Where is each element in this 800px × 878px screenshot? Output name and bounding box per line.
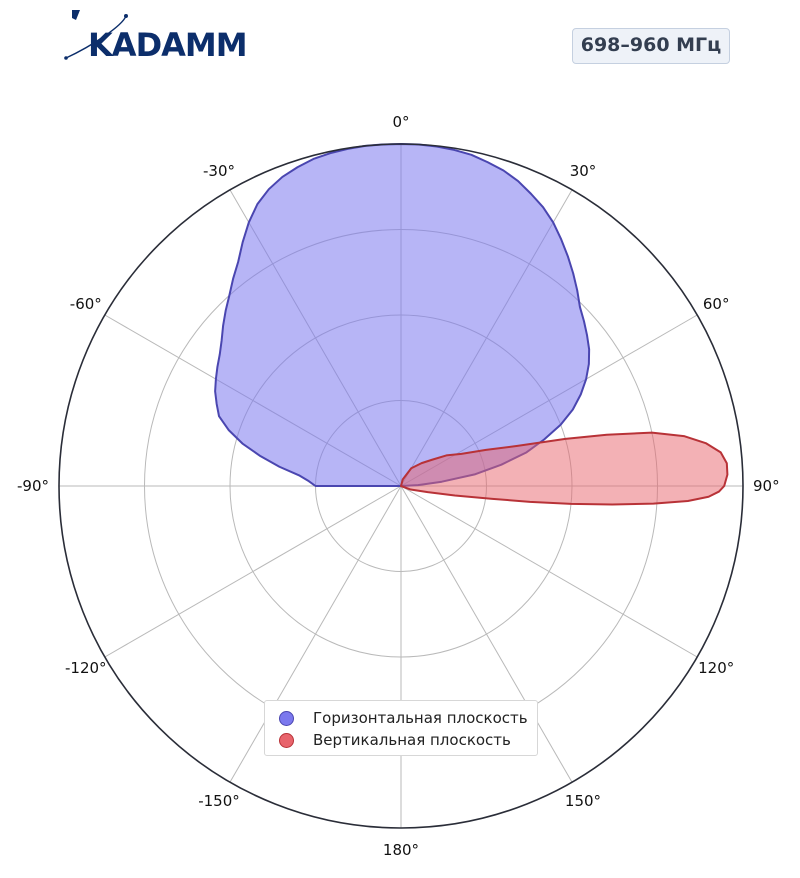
angular-tick-label: -150°: [198, 792, 240, 810]
angular-gridline: [400, 485, 573, 783]
legend-item-horizontal: Горизонтальная плоскость: [279, 707, 528, 729]
legend-label-vertical: Вертикальная плоскость: [313, 731, 511, 749]
frequency-badge: 698–960 МГц: [572, 28, 730, 64]
legend-item-vertical: Вертикальная плоскость: [279, 729, 511, 751]
series-area-horizontal: [214, 143, 591, 487]
kadamm-logo: KADAMM: [64, 10, 248, 64]
series-area-vertical: [400, 431, 729, 506]
angular-tick-label: -60°: [70, 295, 102, 313]
series-layer: [214, 143, 729, 506]
legend-swatch-vertical: [279, 732, 294, 748]
legend-label-horizontal: Горизонтальная плоскость: [313, 709, 528, 727]
polar-outer-ring: [58, 143, 744, 829]
angular-gridline: [104, 485, 402, 658]
angular-tick-label: 0°: [392, 113, 409, 131]
angular-tick-label: 90°: [753, 477, 780, 495]
legend-swatch-horizontal: [279, 710, 294, 726]
angular-tick-label: 60°: [703, 295, 730, 313]
angular-tick-label: -30°: [203, 162, 235, 180]
legend: Горизонтальная плоскость Вертикальная пл…: [264, 700, 538, 756]
logo-swoosh-icon: [64, 10, 128, 60]
angular-tick-label: -90°: [17, 477, 49, 495]
angular-gridline: [400, 485, 698, 658]
angular-tick-label: 180°: [383, 841, 419, 859]
angular-tick-label: 120°: [698, 659, 734, 677]
angular-tick-label: -120°: [65, 659, 107, 677]
angular-gridline: [229, 485, 402, 783]
logo-text: KADAMM: [88, 26, 247, 64]
angular-tick-label: 30°: [570, 162, 597, 180]
angular-tick-labels: 0° 30° 60° 90° 120° 150° 180° -150° -120° -90° -60…: [17, 113, 780, 859]
angular-tick-label: 150°: [565, 792, 601, 810]
